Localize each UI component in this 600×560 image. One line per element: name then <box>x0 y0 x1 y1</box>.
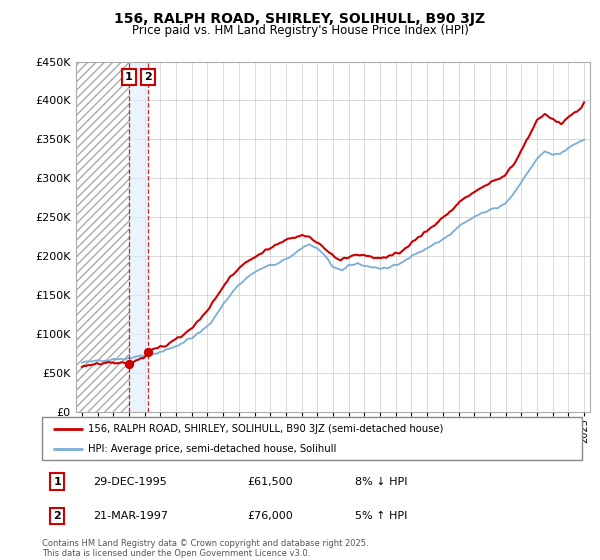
Bar <box>129 62 148 412</box>
Text: 2: 2 <box>144 72 152 82</box>
Text: 156, RALPH ROAD, SHIRLEY, SOLIHULL, B90 3JZ (semi-detached house): 156, RALPH ROAD, SHIRLEY, SOLIHULL, B90 … <box>88 424 443 434</box>
Text: Price paid vs. HM Land Registry's House Price Index (HPI): Price paid vs. HM Land Registry's House … <box>131 24 469 36</box>
Text: 1: 1 <box>53 477 61 487</box>
Point <box>143 348 153 357</box>
Text: 5% ↑ HPI: 5% ↑ HPI <box>355 511 407 521</box>
Text: £61,500: £61,500 <box>247 477 293 487</box>
Point <box>124 360 134 368</box>
Text: 2: 2 <box>53 511 61 521</box>
Text: 156, RALPH ROAD, SHIRLEY, SOLIHULL, B90 3JZ: 156, RALPH ROAD, SHIRLEY, SOLIHULL, B90 … <box>115 12 485 26</box>
Bar <box>76 62 129 412</box>
Text: £76,000: £76,000 <box>247 511 293 521</box>
Text: HPI: Average price, semi-detached house, Solihull: HPI: Average price, semi-detached house,… <box>88 444 336 454</box>
Text: 1: 1 <box>125 72 133 82</box>
Text: 8% ↓ HPI: 8% ↓ HPI <box>355 477 408 487</box>
Text: 21-MAR-1997: 21-MAR-1997 <box>94 511 168 521</box>
Text: Contains HM Land Registry data © Crown copyright and database right 2025.
This d: Contains HM Land Registry data © Crown c… <box>42 539 368 558</box>
Text: 29-DEC-1995: 29-DEC-1995 <box>94 477 167 487</box>
